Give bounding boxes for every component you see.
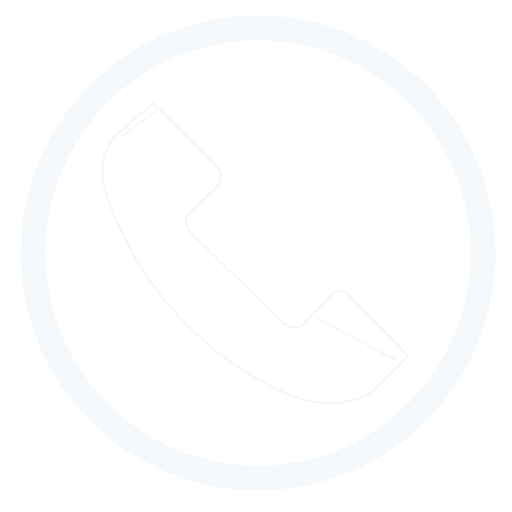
phone-handset-icon bbox=[101, 101, 410, 405]
icon-ring bbox=[20, 15, 496, 491]
handset-edge-bottom bbox=[315, 317, 397, 361]
handset-edge-top bbox=[121, 110, 157, 137]
